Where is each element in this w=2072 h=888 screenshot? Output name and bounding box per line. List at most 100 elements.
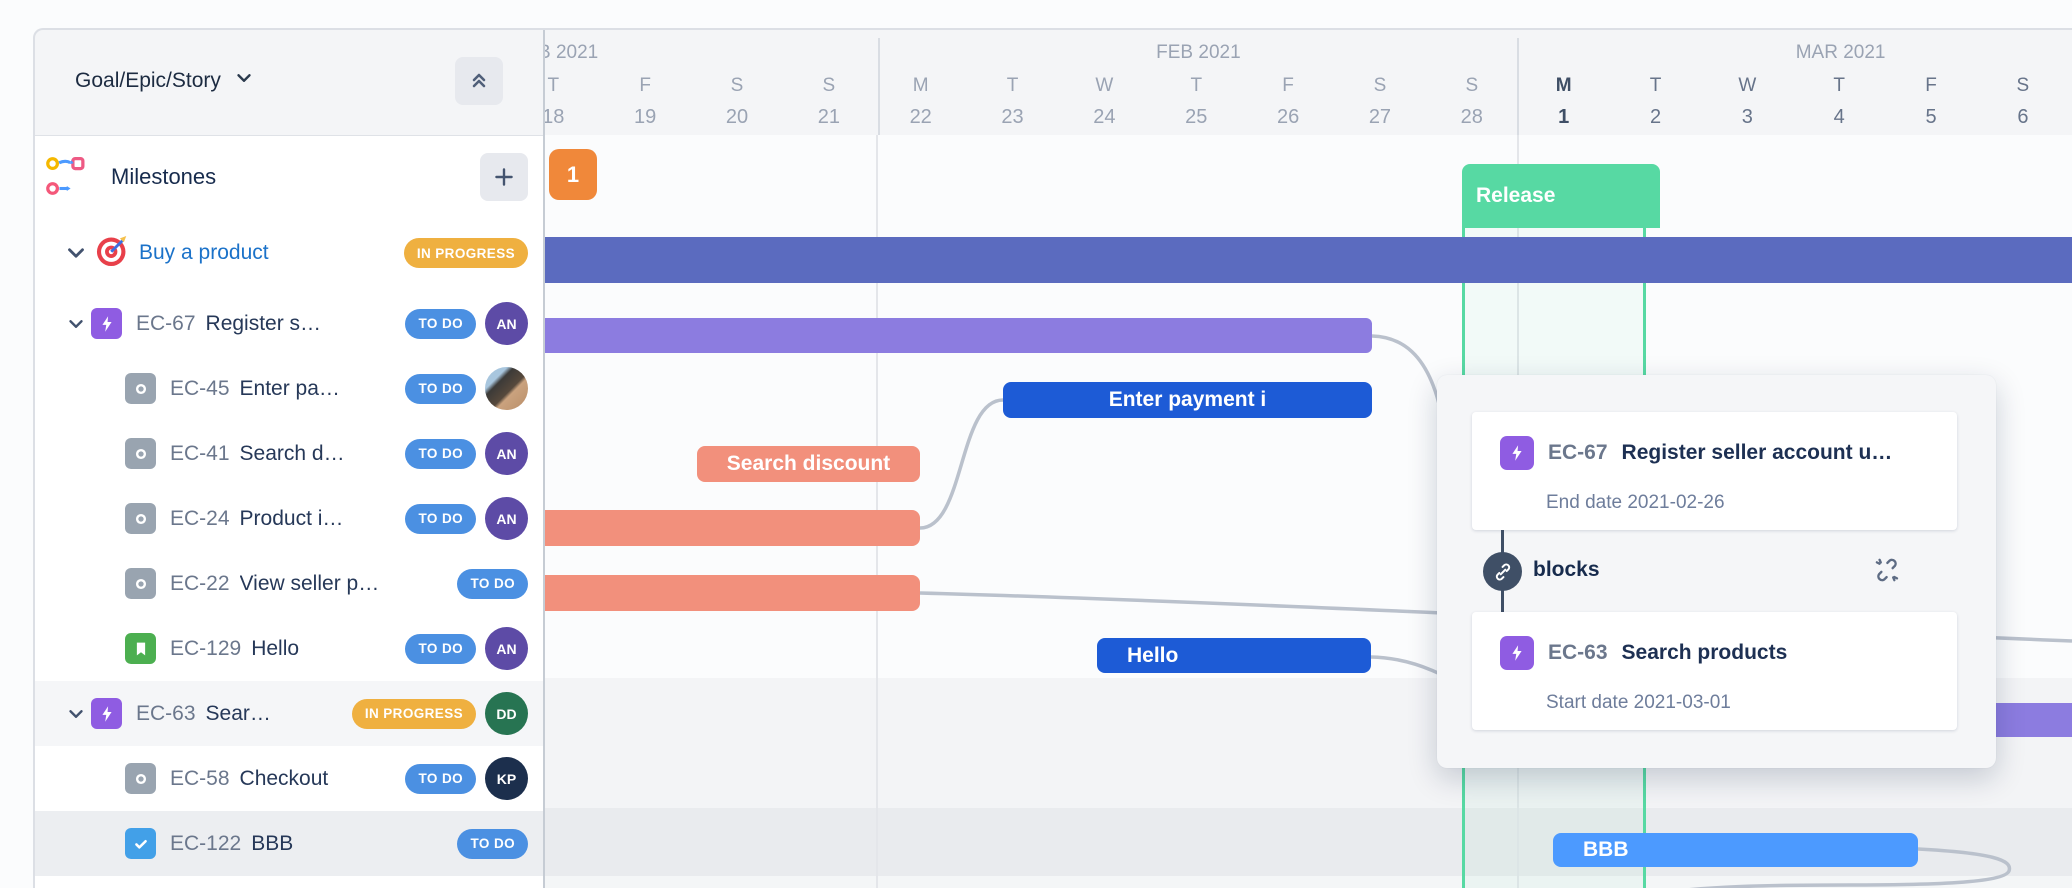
view-selector-dropdown[interactable]: Goal/Epic/Story <box>75 56 255 106</box>
avatar[interactable]: KP <box>485 757 528 800</box>
sidebar-row-milestones[interactable]: Milestones <box>33 135 543 218</box>
avatar[interactable]: AN <box>485 432 528 475</box>
ec45-bar[interactable]: Enter payment i <box>1003 382 1372 418</box>
chevron-down-icon[interactable] <box>61 240 91 266</box>
week-separator <box>1517 38 1519 135</box>
tooltip-target-title: Search products <box>1621 641 1788 664</box>
issue-title: Product i… <box>239 506 344 530</box>
task-icon <box>125 373 156 404</box>
issue-key: EC-45 <box>170 376 230 400</box>
avatar[interactable]: DD <box>485 692 528 735</box>
issue-key: EC-58 <box>170 766 230 790</box>
issue-key: EC-24 <box>170 506 230 530</box>
ec129-bar[interactable]: Hello <box>1097 638 1371 673</box>
issue-title: Search d… <box>239 441 345 465</box>
sidebar-row-ec24[interactable]: EC-24 Product i… TO DO AN <box>33 486 543 551</box>
ec67-bar[interactable] <box>530 318 1372 353</box>
sidebar-row-ec45[interactable]: EC-45 Enter pa… TO DO <box>33 356 543 421</box>
tooltip-target-issue[interactable]: EC-63 Search products Start date 2021-03… <box>1472 612 1957 730</box>
sidebar-row-ec122[interactable]: EC-122 BBB TO DO <box>33 811 543 876</box>
collapse-all-button[interactable] <box>455 57 503 105</box>
sidebar-row-ec58[interactable]: EC-58 Checkout TO DO KP <box>33 746 543 811</box>
issue-title: Register s… <box>205 311 322 335</box>
milestone-flag[interactable]: 1 <box>549 149 597 200</box>
task-icon <box>125 438 156 469</box>
day-column-19: F 19 <box>634 75 657 128</box>
day-column-22: M 22 <box>909 75 932 128</box>
ec129-bar-label: Hello <box>1127 643 1179 667</box>
sidebar: Goal/Epic/Story Milestones Buy a product I… <box>33 28 545 888</box>
chevron-down-icon <box>233 67 255 95</box>
day-column-25: T 25 <box>1185 75 1208 128</box>
goal-bar[interactable] <box>530 237 2072 283</box>
day-column-26: F 26 <box>1276 75 1300 128</box>
status-badge: IN PROGRESS <box>403 238 528 268</box>
issue-key: EC-41 <box>170 441 230 465</box>
link-icon <box>1483 552 1522 591</box>
milestone-flag-label: 1 <box>566 161 580 187</box>
status-badge: TO DO <box>405 373 476 404</box>
ec122-bar[interactable]: BBB <box>1553 833 1918 867</box>
status-badge: TO DO <box>405 308 476 339</box>
issue-key: EC-63 <box>136 701 196 725</box>
avatar[interactable]: AN <box>485 302 528 345</box>
goal-target-icon <box>93 232 131 275</box>
week-separator <box>877 38 880 135</box>
add-milestone-button[interactable] <box>480 152 528 201</box>
ec122-bar-label: BBB <box>1583 838 1629 861</box>
unlink-icon[interactable] <box>1872 555 1902 585</box>
task-done-icon <box>125 828 156 859</box>
day-column-27: S 27 <box>1368 75 1392 128</box>
chevron-down-icon[interactable] <box>61 313 91 335</box>
issue-key: EC-67 <box>136 311 196 335</box>
sidebar-header: Goal/Epic/Story <box>33 28 543 136</box>
link-type-label: blocks <box>1533 558 1600 581</box>
story-icon <box>125 633 156 664</box>
view-selector-label: Goal/Epic/Story <box>75 69 221 92</box>
milestones-label: Milestones <box>111 163 217 189</box>
day-column-23: T 23 <box>1001 75 1024 128</box>
tooltip-source-title: Register seller account u… <box>1621 441 1893 464</box>
issue-title: View seller p… <box>239 571 380 595</box>
ec22-bar[interactable] <box>530 575 920 611</box>
status-badge: TO DO <box>457 568 528 599</box>
status-badge: IN PROGRESS <box>351 698 476 729</box>
milestones-icon <box>43 154 89 200</box>
issue-title: Hello <box>251 636 300 660</box>
sidebar-row-ec22[interactable]: EC-22 View seller p… TO DO <box>33 551 543 616</box>
sidebar-row-ec63[interactable]: EC-63 Sear… IN PROGRESS DD <box>33 681 543 746</box>
month-label-2: FEB 2021 <box>1156 42 1241 63</box>
goal-title[interactable]: Buy a product <box>139 241 269 264</box>
ec45-bar-label: Enter payment i <box>1108 388 1267 411</box>
status-badge: TO DO <box>405 633 476 664</box>
avatar-photo[interactable] <box>485 367 528 410</box>
issue-key: EC-122 <box>170 831 242 855</box>
row-band-bottom <box>543 876 2072 888</box>
task-icon <box>125 503 156 534</box>
task-icon <box>125 568 156 599</box>
sidebar-row-ec67[interactable]: EC-67 Register s… TO DO AN <box>33 291 543 356</box>
avatar[interactable]: AN <box>485 627 528 670</box>
tooltip-source-key: EC-67 <box>1548 441 1608 464</box>
release-milestone[interactable]: Release <box>1462 164 1660 228</box>
tooltip-source-date: End date 2021-02-26 <box>1546 492 1725 513</box>
epic-icon <box>91 308 122 339</box>
sidebar-row-ec41[interactable]: EC-41 Search d… TO DO AN <box>33 421 543 486</box>
status-badge: TO DO <box>405 763 476 794</box>
release-label-text: Release <box>1476 184 1556 207</box>
sidebar-row-goal[interactable]: Buy a product IN PROGRESS <box>33 218 543 288</box>
ec41-bar[interactable]: Search discount <box>697 446 920 482</box>
sidebar-row-ec129[interactable]: EC-129 Hello TO DO AN <box>33 616 543 681</box>
day-column-28: S 28 <box>1460 75 1483 128</box>
epic-icon <box>1500 636 1534 670</box>
tooltip-source-issue[interactable]: EC-67 Register seller account u… End dat… <box>1472 412 1957 530</box>
epic-icon <box>1500 436 1534 470</box>
day-column-18: T 18 <box>542 75 565 128</box>
issue-title: BBB <box>251 831 294 855</box>
ec41-bar-label: Search discount <box>726 452 891 475</box>
tooltip-target-date: Start date 2021-03-01 <box>1546 692 1731 713</box>
status-badge: TO DO <box>457 828 528 859</box>
chevron-down-icon[interactable] <box>61 703 91 725</box>
avatar[interactable]: AN <box>485 497 528 540</box>
ec24-bar[interactable] <box>530 510 920 546</box>
